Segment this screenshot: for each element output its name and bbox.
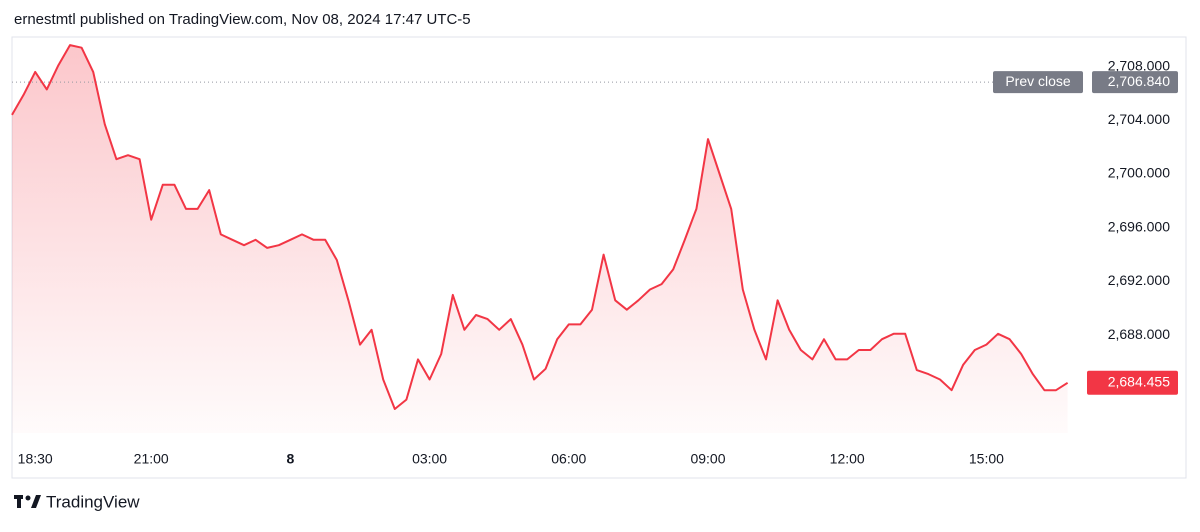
chart-title: ernestmtl published on TradingView.com, …	[14, 11, 471, 28]
y-tick-label: 2,692.000	[1108, 272, 1170, 288]
y-tick-label: 2,704.000	[1108, 111, 1170, 127]
x-tick-label: 09:00	[690, 451, 725, 467]
x-tick-label: 18:30	[18, 451, 53, 467]
y-tick-label: 2,688.000	[1108, 326, 1170, 342]
x-tick-label: 03:00	[412, 451, 447, 467]
y-tick-label: 2,708.000	[1108, 57, 1170, 73]
line	[11, 44, 1069, 410]
x-tick-label: 06:00	[551, 451, 586, 467]
x-tick-label: 12:00	[830, 451, 865, 467]
prev-close-name: Prev close	[1005, 73, 1071, 89]
brand-logo	[14, 495, 41, 508]
brand: TradingView	[46, 492, 140, 511]
area	[12, 45, 1068, 433]
y-tick-label: 2,696.000	[1108, 218, 1170, 234]
last-price-tag	[1087, 370, 1178, 395]
x-tick-label: 21:00	[134, 451, 169, 467]
last-price: 2,684.455	[1108, 373, 1170, 389]
prev-close-tag	[993, 71, 1083, 94]
x-tick-label: 15:00	[969, 451, 1004, 467]
x-tick-label: 8	[287, 451, 295, 467]
y-tick-label: 2,700.000	[1108, 165, 1170, 181]
prev-close-price-tag	[1092, 71, 1178, 94]
prev-close-price: 2,706.840	[1108, 73, 1170, 89]
